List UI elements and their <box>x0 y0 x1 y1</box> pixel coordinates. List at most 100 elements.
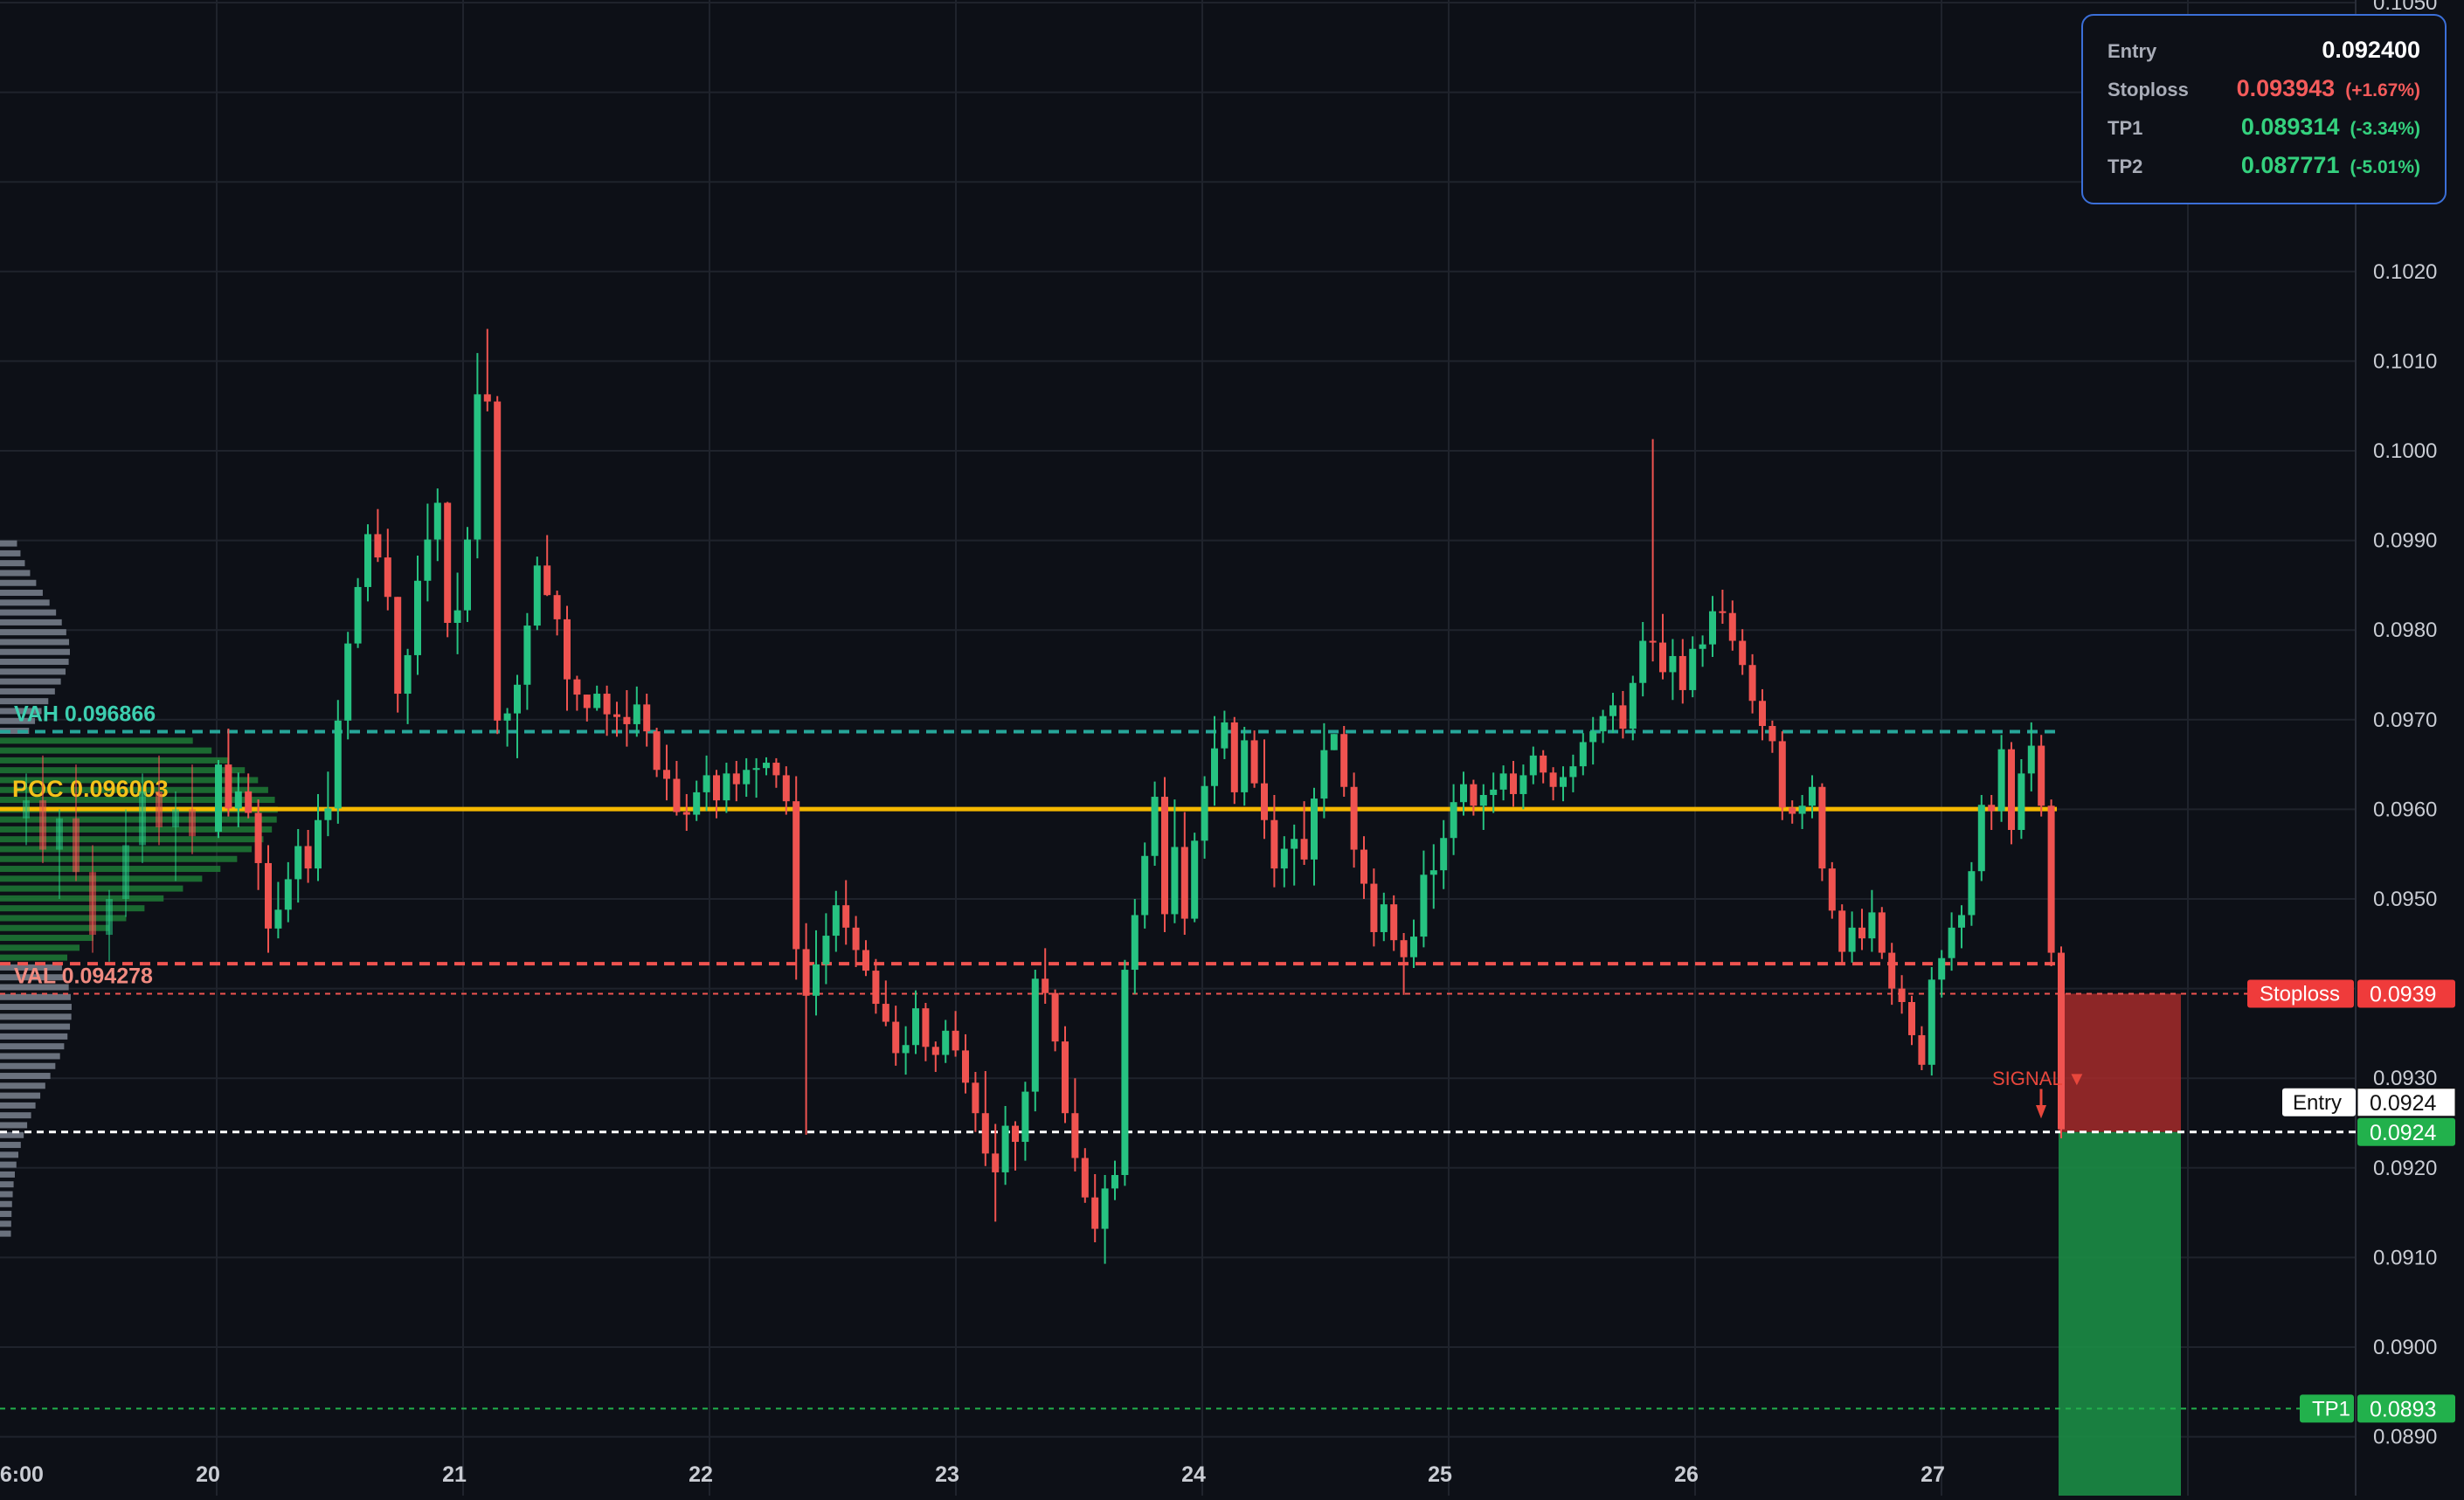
candle-body <box>1709 611 1716 645</box>
candle-body <box>39 800 46 850</box>
candle-body <box>245 791 253 813</box>
price-tick-label: 0.0960 <box>2373 798 2437 821</box>
profile-bar <box>0 1220 11 1227</box>
profile-bar <box>0 708 42 715</box>
candle-body <box>1031 978 1039 1092</box>
price-tick-label: 0.0950 <box>2373 888 2437 911</box>
candle-body <box>992 1153 1000 1172</box>
profile-bar <box>0 629 66 636</box>
profile-bar <box>0 1013 72 1020</box>
profile-bar <box>0 619 62 626</box>
profile-bar <box>0 786 268 793</box>
profile-bar <box>0 1122 28 1129</box>
candle-body <box>1519 775 1527 794</box>
price-tick-label: 0.0970 <box>2373 709 2437 732</box>
profile-bar <box>0 935 94 942</box>
grid-lines <box>0 0 2357 1496</box>
candle-body <box>503 713 511 721</box>
profile-bar <box>0 905 145 912</box>
candle-body <box>1390 904 1398 941</box>
target-zone <box>2059 1131 2181 1496</box>
stoploss-pct: (+1.67%) <box>2345 80 2420 100</box>
candle-body <box>623 716 631 724</box>
tp2-value: 0.087771 <box>2240 152 2340 178</box>
candle-body <box>1490 789 1498 795</box>
candle-body <box>56 818 63 850</box>
candle-body <box>2058 952 2065 1130</box>
candle-body <box>1728 612 1736 641</box>
candle-body <box>2047 805 2055 953</box>
entry-tag-label-bg <box>2282 1088 2356 1116</box>
candle-body <box>1529 755 1537 776</box>
profile-bar <box>0 826 273 833</box>
vah-label: VAH 0.096866 <box>14 702 156 727</box>
candle-body <box>732 773 740 785</box>
candle-body <box>1280 848 1288 869</box>
candle-body <box>1868 912 1876 939</box>
candle-body <box>394 597 402 695</box>
profile-bar <box>0 1181 14 1188</box>
profile-bar <box>0 747 212 754</box>
price-tags: Stoploss 0.0939 Entry 0.0924 0.0924 TP1 0.0893 <box>2247 979 2456 1423</box>
candle-body <box>1858 927 1865 939</box>
candle-body <box>1470 784 1478 806</box>
candle-body <box>942 1030 950 1055</box>
price-tick-label: 0.1020 <box>2373 260 2437 284</box>
profile-bar <box>0 717 36 724</box>
candle-body <box>972 1082 979 1114</box>
candle-body <box>23 800 30 819</box>
candle-body <box>1948 927 1955 958</box>
candle-body <box>1201 785 1208 841</box>
candle-body <box>1250 740 1258 784</box>
candle-body <box>822 936 830 964</box>
candle-body <box>1828 868 1836 911</box>
trade-info-box: Entry 0.092400 Stoploss 0.093943 (+1.67%… <box>2081 14 2447 204</box>
candle-body <box>1091 1197 1099 1229</box>
time-tick-label: 25 <box>1428 1462 1452 1487</box>
candle-body <box>1748 665 1756 702</box>
candle-body <box>1161 797 1168 915</box>
candle-body <box>89 872 96 936</box>
candle-body <box>782 775 790 802</box>
candle-body <box>533 565 541 626</box>
candle-body <box>1340 734 1348 787</box>
candle-body <box>1809 786 1816 806</box>
candle-body <box>792 801 800 950</box>
candle-body <box>673 778 681 812</box>
candle-body <box>1131 915 1139 971</box>
candle-body <box>334 720 342 809</box>
candle-body <box>1051 992 1059 1042</box>
candle-body <box>1429 870 1437 875</box>
tp1-tag-value: 0.0893 <box>2370 1397 2436 1421</box>
candle-body <box>254 812 262 863</box>
candle-body <box>882 1004 889 1022</box>
candle-body <box>1400 940 1408 957</box>
candle-body <box>931 1047 939 1055</box>
candle-body <box>852 927 860 950</box>
tp1-tag-label-bg <box>2300 1394 2354 1423</box>
profile-bar <box>0 1043 65 1050</box>
tp1-label: TP1 <box>2108 117 2143 139</box>
candle-body <box>802 949 810 996</box>
profile-bar <box>0 609 57 616</box>
candle-body <box>1311 798 1318 860</box>
candle-body <box>1678 655 1686 690</box>
profile-bar <box>0 540 17 547</box>
profile-bar <box>0 757 230 764</box>
time-axis[interactable]: 06:00 20 21 22 23 24 25 26 27 <box>0 1462 1945 1487</box>
profile-bar <box>0 1062 56 1069</box>
candle-body <box>1180 847 1188 919</box>
candle-body <box>234 791 242 809</box>
candle-body <box>1440 838 1448 871</box>
tp2-pct: (-5.01%) <box>2350 157 2420 177</box>
candle-body <box>1848 927 1856 952</box>
price-axis[interactable]: 0.1050 0.1020 0.1010 0.1000 0.0990 0.0980 0.09… <box>2373 0 2437 1449</box>
profile-bar <box>0 1023 71 1030</box>
price-tick-label: 0.0920 <box>2373 1157 2437 1180</box>
candle-body <box>1977 805 1985 872</box>
candle-body <box>633 704 640 724</box>
candle-body <box>713 775 720 801</box>
